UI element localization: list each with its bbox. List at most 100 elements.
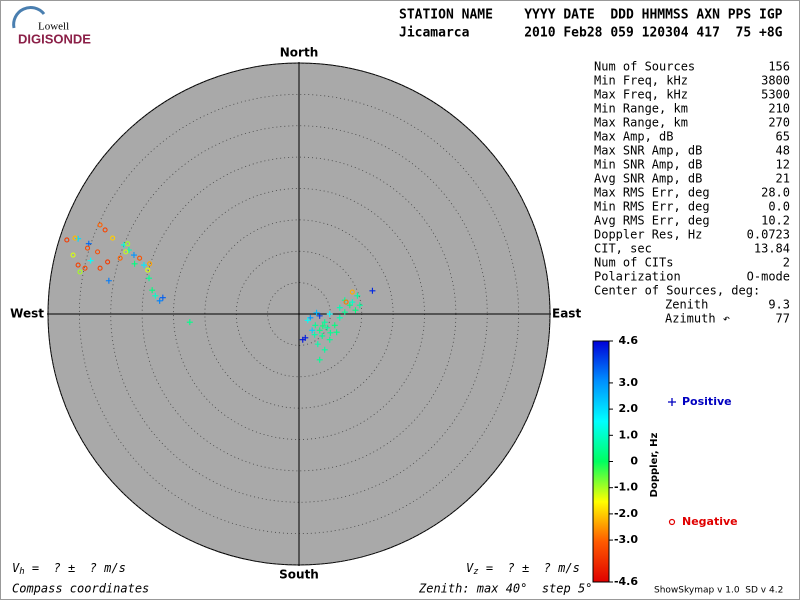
colorbar-tick-label: -3.0	[614, 533, 638, 546]
source-negative	[95, 249, 101, 255]
stat-value: 48	[776, 144, 790, 158]
source-negative	[349, 289, 355, 295]
source-positive	[309, 327, 316, 334]
stat-value: 12	[776, 158, 790, 172]
center-label: Zenith	[665, 298, 708, 312]
source-positive	[312, 322, 319, 329]
source-positive	[319, 332, 326, 339]
source-positive	[156, 297, 163, 304]
stat-value: O-mode	[747, 270, 790, 284]
source-positive	[131, 260, 138, 267]
header-line: Jicamarca 2010 Feb28 059 120304 417 75 +…	[399, 26, 783, 41]
vz: Vz = ? ± ? m/s	[466, 561, 580, 577]
source-positive	[326, 311, 333, 317]
logo-top: Lowell	[38, 21, 69, 33]
source-positive	[331, 322, 338, 329]
source-positive	[354, 292, 361, 299]
source-positive	[327, 329, 334, 336]
source-positive	[349, 299, 356, 306]
source-negative	[97, 265, 103, 271]
vh: Vh = ? ± ? m/s	[12, 561, 126, 577]
source-positive	[304, 317, 311, 324]
vz-rest: = ? ± ? m/s	[479, 561, 580, 575]
source-negative	[105, 259, 111, 265]
center-label: Azimuth ↶	[665, 312, 730, 326]
direction-label: North	[280, 46, 318, 60]
logo-bottom: DIGISONDE	[18, 31, 91, 46]
footer-right: ShowSkymap v 1.0 SD v 4.2	[654, 586, 783, 596]
direction-label: West	[10, 307, 44, 321]
source-positive	[316, 312, 323, 319]
stat-label: Max SNR Amp, dB	[594, 144, 702, 158]
source-negative	[117, 255, 123, 261]
stat-label: Max Range, km	[594, 116, 688, 130]
source-positive	[314, 341, 321, 348]
stat-label: Min Range, km	[594, 102, 688, 116]
source-positive	[105, 277, 112, 284]
source-negative	[77, 269, 83, 275]
source-positive	[85, 240, 92, 247]
source-positive	[152, 292, 159, 299]
colorbar	[592, 340, 610, 583]
stat-label: Max Freq, kHz	[594, 88, 688, 102]
header-line: STATION NAME YYYY DATE DDD HHMMSS AXN PP…	[399, 8, 783, 23]
source-negative	[70, 252, 76, 258]
source-positive	[324, 324, 331, 331]
stat-value: 65	[776, 130, 790, 144]
source-positive	[352, 307, 359, 314]
stat-value: 28.0	[761, 186, 790, 200]
source-positive	[316, 356, 323, 363]
stat-label: Doppler Res, Hz	[594, 228, 702, 242]
colorbar-tick-label: -1.0	[614, 481, 638, 494]
colorbar-label: Doppler, Hz	[649, 433, 660, 498]
source-positive	[146, 275, 153, 282]
stat-label: Min Freq, kHz	[594, 74, 688, 88]
footer-middle: Zenith: max 40° step 5°	[418, 582, 592, 596]
source-positive	[141, 262, 148, 269]
source-positive	[313, 309, 320, 316]
source-negative	[97, 222, 103, 228]
colorbar-tick-label: -4.6	[614, 575, 638, 588]
source-negative	[82, 265, 88, 271]
source-negative	[147, 261, 153, 267]
source-negative	[125, 241, 131, 247]
stat-value: 3800	[761, 74, 790, 88]
direction-label: South	[279, 568, 319, 582]
stat-value: 156	[768, 60, 790, 74]
stat-value: 5300	[761, 88, 790, 102]
source-negative	[84, 245, 91, 251]
colorbar-tick-label: 1.0	[619, 428, 639, 441]
source-negative	[145, 267, 151, 273]
source-positive	[326, 336, 333, 343]
source-positive	[336, 304, 343, 311]
colorbar-tick-label: 0	[630, 455, 638, 468]
stat-value: 2	[783, 256, 790, 270]
stat-label: CIT, sec	[594, 242, 652, 256]
source-negative	[102, 227, 108, 233]
source-negative	[75, 262, 81, 268]
source-positive	[346, 302, 353, 309]
source-positive	[311, 331, 318, 338]
colorbar-tick-label: -2.0	[614, 507, 638, 520]
stat-label: Max Amp, dB	[594, 130, 673, 144]
source-negative	[64, 237, 70, 243]
source-positive	[336, 314, 343, 321]
source-positive	[316, 327, 323, 334]
legend-symbol	[668, 398, 676, 406]
source-negative	[343, 299, 349, 305]
source-positive	[321, 319, 328, 326]
source-positive	[75, 235, 82, 242]
stat-value: 21	[776, 172, 790, 186]
source-positive	[302, 334, 309, 341]
source-negative	[72, 235, 78, 241]
stat-value: 10.2	[761, 214, 790, 228]
source-positive	[87, 257, 94, 264]
source-negative	[123, 249, 129, 255]
source-positive	[369, 287, 376, 294]
stat-label: Max RMS Err, deg	[594, 186, 710, 200]
colorbar-tick-label: 3.0	[619, 376, 639, 389]
stat-value: 270	[768, 116, 790, 130]
stat-label: Num of Sources	[594, 60, 695, 74]
source-positive	[319, 322, 326, 329]
